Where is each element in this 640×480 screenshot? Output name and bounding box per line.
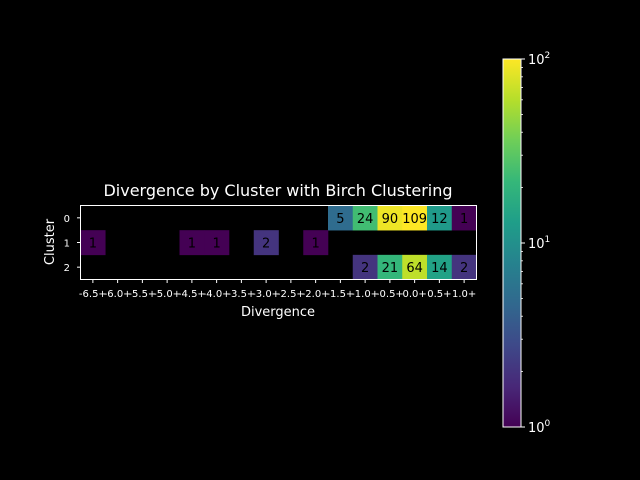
x-tick-label: -4.0+ [203,289,231,300]
heatmap-cells [80,205,477,280]
cell-value-label: 2 [361,261,369,276]
heatmap-cell [427,254,453,280]
x-tick-label: 0.5+ [427,289,451,300]
colorbar-tick-label: 100 [528,419,551,436]
heatmap-cell [253,230,279,256]
cell-value-label: 2 [460,261,468,276]
heatmap-cell [402,254,428,280]
cell-value-label: 1 [311,237,319,252]
y-tick-label: 1 [64,239,70,250]
heatmap-cell [352,205,378,231]
x-tick-label: -6.5+ [79,289,107,300]
colorbar-ticks: 100 101 102 [521,51,551,436]
cell-value-label: 109 [402,212,427,227]
heatmap-cell [402,205,428,231]
cell-value-label: 1 [89,237,97,252]
colorbar-tick-label: 102 [528,51,550,68]
y-tick-label: 2 [64,263,70,274]
heatmap-cell [451,254,477,280]
y-tick-label: 0 [64,214,70,225]
chart-title: Divergence by Cluster with Birch Cluster… [103,181,452,200]
heatmap-cell [179,230,205,256]
cell-value-label: 21 [382,261,399,276]
x-tick-label: -5.5+ [128,289,156,300]
x-tick-label: -2.5+ [277,289,305,300]
cell-value-label: 12 [431,212,448,227]
x-ticks: -6.5+-6.0+-5.5+-5.0+-4.5+-4.0+-3.5+-3.0+… [79,279,476,300]
cell-value-label: 64 [406,261,423,276]
heatmap-cell [303,230,329,256]
heatmap-cell [352,254,378,280]
x-tick-label: -0.5+ [376,289,404,300]
x-tick-label: -5.0+ [153,289,181,300]
x-tick-label: -3.5+ [227,289,255,300]
cell-value-label: 14 [431,261,448,276]
cell-value-label: 1 [212,237,220,252]
heatmap-cell [204,230,230,256]
y-ticks: 0 1 2 [64,214,81,274]
x-tick-label: -4.5+ [178,289,206,300]
colorbar [503,59,521,427]
colorbar-tick-label: 101 [528,235,550,252]
heatmap-cell [451,205,477,231]
cell-value-label: 24 [357,212,374,227]
heatmap-cell [427,205,453,231]
cell-labels: 5 24 90 109 12 11 1 1 2 12 21 64 14 2 [89,212,469,276]
cell-value-label: 90 [382,212,399,227]
x-tick-label: -1.5+ [326,289,354,300]
heatmap-cell [377,205,403,231]
x-tick-label: -3.0+ [252,289,280,300]
x-tick-label: -2.0+ [302,289,330,300]
y-axis-label: Cluster [43,218,58,265]
heatmap-cell [328,205,354,231]
cell-value-label: 5 [336,212,344,227]
x-tick-label: -6.0+ [104,289,132,300]
heatmap-cell [80,230,106,256]
x-tick-label: 1.0+ [452,289,476,300]
cell-value-label: 2 [262,237,270,252]
x-axis-label: Divergence [241,305,315,320]
heatmap-cell [377,254,403,280]
x-tick-label: -1.0+ [351,289,379,300]
x-tick-label: 0.0+ [402,289,426,300]
cell-value-label: 1 [188,237,196,252]
cell-value-label: 1 [460,212,468,227]
